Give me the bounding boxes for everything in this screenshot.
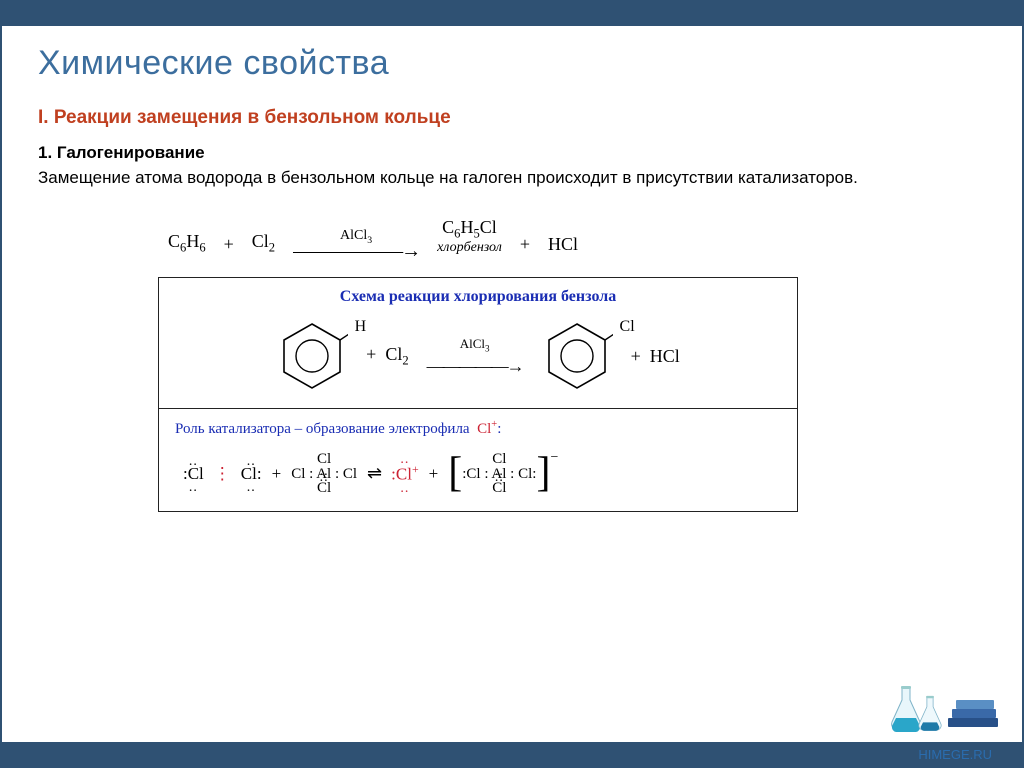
catalyst-label-2: AlCl3 (460, 336, 490, 354)
product-hcl: HCl (548, 234, 578, 255)
bond-split-icon: ⋮ (214, 464, 231, 484)
reagent-c6h6: C6H6 (168, 231, 206, 256)
alcl3-lewis: Cl Cl : Al : Cl Cl (291, 452, 357, 495)
product-name: хлорбензол (437, 241, 502, 256)
equilibrium-arrow-icon: ⇌ (367, 463, 381, 484)
decorative-chemistry-icon (888, 684, 1002, 732)
body-text: Замещение атома водорода в бензольном ко… (38, 167, 918, 190)
bracket-left-icon: [ (448, 457, 462, 491)
catalyst-role-text: Роль катализатора – образование электроф… (175, 419, 781, 438)
sub-heading: 1. Галогенирование (38, 143, 986, 163)
flask-icon-2 (916, 694, 944, 732)
anion-charge: − (550, 450, 558, 466)
bracket-right-icon: ] (536, 457, 550, 491)
scheme-title: Схема реакции хлорирования бензола (175, 288, 781, 306)
plus-sign-4: + HCl (631, 346, 680, 367)
scheme-reaction-row: H + Cl2 AlCl3 ―――――→ Cl + HCl (175, 320, 781, 392)
benzene-ring-right: Cl (541, 320, 613, 392)
scheme-bottom: Роль катализатора – образование электроф… (159, 408, 797, 511)
benzene-ring-left: H (276, 320, 348, 392)
plus-sign: + (224, 234, 234, 255)
alcl4-bot: Cl (492, 481, 506, 495)
reaction-arrow: AlCl3 ――――――→ (293, 228, 419, 256)
substituent-cl: Cl (620, 318, 635, 336)
product-formula: C6H5Cl (442, 218, 497, 241)
scheme-top: Схема реакции хлорирования бензола H + C… (159, 278, 797, 408)
electrophile-formation-row: :Cl ⋮ Cl: + Cl Cl : Al : Cl Cl ⇌ :Cl+ + … (183, 452, 781, 495)
al-cl-bot: Cl (317, 481, 331, 495)
arrow-icon-2: ―――――→ (427, 356, 523, 377)
cl-cation: :Cl+ (391, 462, 419, 485)
cl-lone-pair-1: :Cl (183, 464, 204, 484)
section-heading: I. Реакции замещения в бензольном кольце (38, 107, 986, 129)
page-title: Химические свойства (38, 44, 986, 83)
alcl4-top: Cl (492, 452, 506, 466)
reaction-arrow-2: AlCl3 ―――――→ (427, 336, 523, 377)
hexagon-icon (276, 320, 348, 392)
electrophile-species: Cl+ (477, 421, 497, 437)
plus-sign-5: + (272, 464, 282, 484)
substituent-h: H (355, 318, 367, 336)
al-cl-top: Cl (317, 452, 331, 466)
reagent-cl2: Cl2 (252, 231, 275, 256)
product-chlorobenzene: C6H5Cl хлорбензол (437, 218, 502, 256)
books-icon (946, 698, 1002, 732)
slide-frame: Химические свойства I. Реакции замещения… (0, 0, 1024, 768)
hexagon-icon-2 (541, 320, 613, 392)
alcl4-lewis: Cl :Cl : Al : Cl: Cl (462, 452, 536, 495)
cl-lone-pair-2: Cl: (241, 464, 262, 484)
equation-text: C6H6 + Cl2 AlCl3 ――――――→ C6H5Cl хлорбенз… (168, 218, 986, 256)
scheme-box: Схема реакции хлорирования бензола H + C… (158, 277, 798, 512)
plus-sign-6: + (429, 464, 439, 484)
alcl4-anion: [ Cl :Cl : Al : Cl: Cl ] − (448, 452, 558, 495)
arrow-icon: ――――――→ (293, 247, 419, 255)
site-watermark: HIMEGE.RU (918, 747, 992, 762)
plus-sign-2: + (520, 234, 530, 255)
plus-sign-3: + Cl2 (366, 344, 408, 369)
